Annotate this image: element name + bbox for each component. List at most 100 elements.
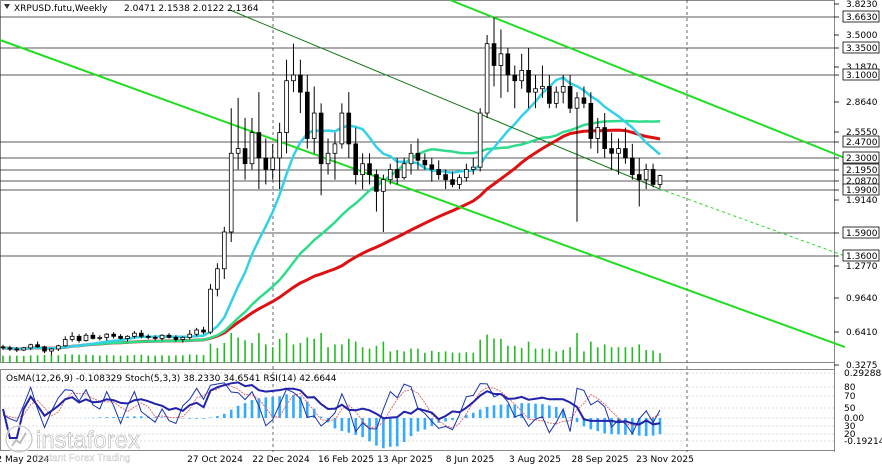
collapse-arrow-icon[interactable] — [4, 4, 10, 9]
candle — [567, 75, 573, 114]
price-tick-label: 0.3275 — [846, 361, 878, 371]
price-pane-border — [0, 0, 835, 363]
candle-body — [318, 112, 324, 165]
candle-body — [436, 169, 441, 175]
candle — [470, 158, 476, 175]
oscillator-title: OsMA(12,26,9) -0.108329 Stoch(5,3,3) 38.… — [6, 374, 337, 384]
candle — [623, 127, 628, 164]
candle-body — [630, 157, 635, 175]
candle-body — [367, 163, 372, 175]
candle-body — [567, 86, 573, 109]
candle-body — [215, 268, 220, 290]
candle-body — [443, 174, 448, 181]
osc-tick-label: 30 — [844, 422, 856, 432]
candle — [533, 75, 538, 109]
horizontal-levels — [0, 16, 834, 257]
candle — [14, 346, 20, 353]
candle-body — [325, 152, 331, 165]
candle — [242, 117, 248, 180]
price-level-box — [842, 41, 880, 54]
candle-body — [291, 74, 296, 82]
candle-body — [498, 53, 504, 66]
candle — [42, 345, 47, 354]
candle — [76, 334, 82, 343]
candle — [49, 347, 54, 356]
candle — [636, 158, 642, 207]
candle-body — [636, 174, 642, 181]
candle-body — [408, 152, 414, 165]
price-tick-label: 2.4700 — [846, 138, 878, 148]
candle — [443, 169, 448, 190]
candle — [553, 86, 559, 109]
candle-body — [540, 86, 545, 90]
time-axis: 12 May 2024 27 Oct 2024 22 Dec 2024 16 Feb … — [0, 455, 694, 465]
candle — [311, 86, 317, 154]
candle — [277, 122, 282, 190]
candle-body — [159, 334, 165, 339]
candle-body — [304, 91, 310, 139]
candle — [505, 48, 511, 93]
candle — [228, 108, 234, 242]
candle-body — [228, 152, 234, 233]
price-tick-label: 2.0870 — [846, 177, 878, 187]
candle — [588, 92, 594, 149]
candle — [450, 171, 455, 188]
candle-body — [381, 179, 386, 192]
candle — [152, 335, 158, 341]
price-tick-label: 1.5900 — [846, 229, 878, 239]
candle — [304, 75, 310, 149]
price-tick-label: 2.8640 — [846, 98, 878, 108]
channel-upper-line — [449, 0, 846, 159]
candle — [436, 160, 441, 180]
candle-body — [90, 334, 96, 339]
candle-body — [111, 333, 116, 337]
candle-body — [387, 169, 393, 181]
candle — [145, 334, 151, 340]
indicator-lines — [0, 0, 846, 351]
candle-body — [484, 43, 490, 114]
candle-body — [208, 288, 213, 333]
candle — [263, 138, 269, 185]
candle-body — [547, 86, 552, 104]
candle-body — [97, 336, 103, 339]
candle-body — [249, 132, 255, 165]
candle — [477, 108, 483, 172]
price-tick-label: 3.1870 — [846, 63, 878, 73]
candle — [367, 153, 372, 185]
candle — [35, 341, 40, 348]
candle-body — [104, 333, 110, 338]
candle-body — [132, 332, 137, 337]
candle-body — [242, 148, 248, 165]
candle-body — [14, 348, 20, 351]
channel-lower-line — [0, 39, 846, 349]
price-tick-label: 2.3000 — [846, 154, 878, 164]
candle-body — [152, 336, 158, 339]
candle-body — [125, 335, 130, 339]
candle — [560, 75, 566, 104]
candle — [166, 333, 172, 339]
time-tick-label: 28 Sep 2025 — [571, 455, 628, 465]
candle-body — [201, 329, 206, 333]
price-tick-label: 1.9900 — [846, 186, 878, 196]
candle-body — [477, 112, 483, 168]
candle — [643, 163, 649, 190]
candle — [457, 174, 462, 190]
candle — [159, 334, 165, 341]
candle — [97, 335, 103, 341]
candle — [235, 97, 241, 170]
candle-body — [194, 329, 199, 335]
price-tick-label: 2.1950 — [846, 166, 878, 176]
time-tick-label: 8 Jun 2025 — [446, 455, 494, 465]
candle-body — [76, 335, 82, 341]
candle-body — [263, 157, 269, 170]
candle — [187, 330, 193, 340]
candle-body — [28, 344, 33, 349]
price-tick-label: 3.8230 — [846, 0, 878, 10]
candle-body — [235, 148, 241, 154]
candle-body — [581, 97, 587, 104]
candle — [256, 92, 262, 190]
candle-body — [574, 97, 580, 109]
